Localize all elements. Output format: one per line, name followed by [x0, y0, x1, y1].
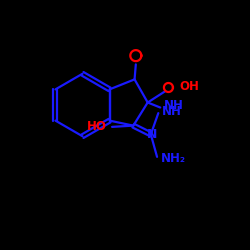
- Text: N: N: [147, 128, 157, 141]
- Text: HO: HO: [87, 120, 107, 134]
- Text: NH: NH: [162, 106, 182, 118]
- Text: NH₂: NH₂: [161, 152, 186, 165]
- Text: OH: OH: [180, 80, 199, 93]
- Text: NH: NH: [164, 99, 184, 112]
